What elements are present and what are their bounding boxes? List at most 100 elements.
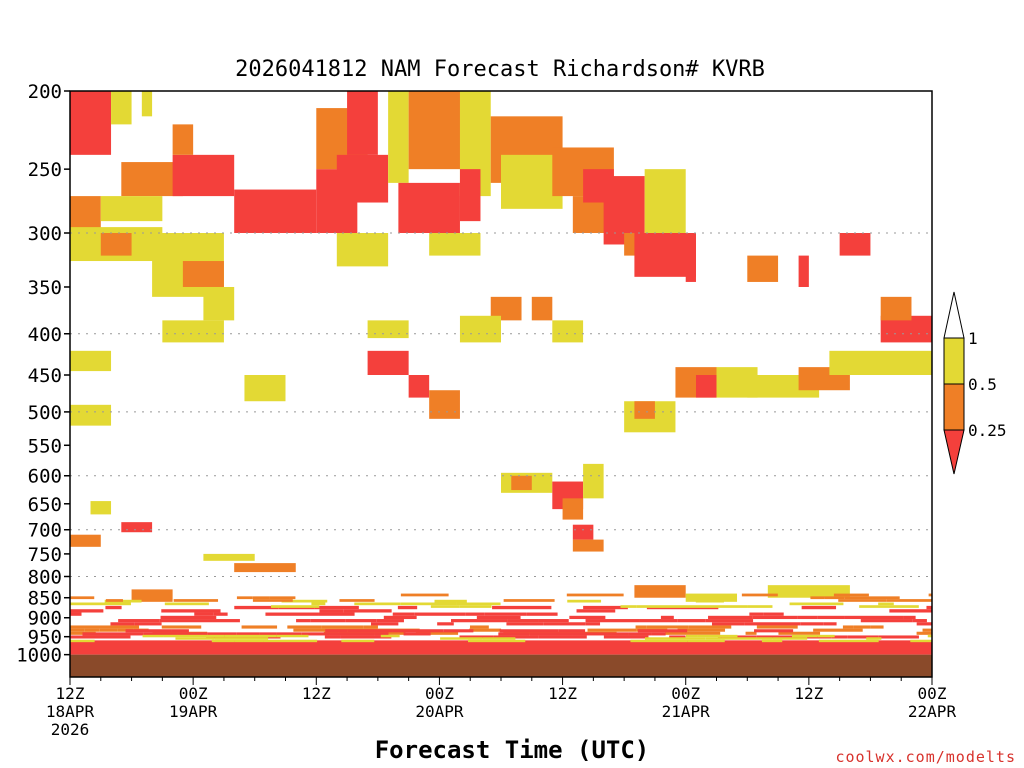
x-tick-label: 12Z (302, 684, 331, 703)
band-streak-3-2 (493, 635, 539, 639)
band-streak-1-1 (310, 619, 346, 623)
band-streak-5-1 (400, 602, 457, 606)
heatmap-patch-9 (100, 232, 132, 256)
band-streak-1-1 (450, 619, 508, 623)
band-streak-1-2 (543, 622, 586, 626)
band-streak-6-0 (400, 593, 449, 597)
heatmap-patch-36 (459, 315, 501, 343)
band-streak-0-2 (392, 612, 415, 616)
y-tick-label: 400 (28, 324, 62, 346)
band-streak-0-2 (749, 612, 764, 616)
heatmap-patch-7 (100, 196, 163, 222)
band-streak-5-1 (311, 602, 326, 606)
heatmap-patch-57 (747, 255, 779, 282)
band-streak-3-0 (392, 629, 444, 633)
band-streak-0-1 (161, 609, 221, 613)
band-streak-6-1 (269, 596, 296, 600)
heatmap-patch-56 (880, 296, 912, 321)
band-streak-5-2 (270, 605, 320, 608)
band-streak-4-1 (214, 637, 269, 640)
y-tick-label: 550 (28, 435, 62, 457)
x-tick-label: 18APR (46, 702, 95, 721)
band-streak-1-2 (916, 622, 932, 626)
band-streak-1-1 (376, 619, 404, 623)
band-streak-6-2 (503, 599, 555, 602)
heatmap-patch-69 (70, 534, 101, 547)
band-streak-1-0 (160, 615, 217, 620)
band-streak-3-0 (325, 629, 348, 633)
band-streak-2-2 (916, 631, 932, 635)
heatmap-patch-11 (182, 261, 224, 287)
y-tick-label: 950 (28, 627, 62, 649)
band-streak-4-0 (380, 634, 400, 638)
legend-label: 1 (968, 329, 978, 348)
band-streak-2-1 (117, 628, 134, 632)
band-streak-2-2 (665, 631, 709, 635)
band-streak-4-2 (211, 639, 235, 643)
heatmap-patch-61 (511, 475, 532, 491)
band-streak-4-0 (927, 634, 932, 638)
band-streak-2-1 (587, 628, 637, 632)
band-streak-0-0 (926, 605, 932, 610)
band-streak-3-2 (324, 635, 341, 639)
band-streak-0-1 (576, 609, 616, 613)
x-tick-label: 00Z (179, 684, 208, 703)
band-streak-2-1 (293, 628, 328, 632)
band-streak-0-2 (484, 612, 527, 616)
heatmap-patch-72 (131, 589, 173, 602)
heatmap-cells (70, 91, 932, 655)
band-streak-5-0 (281, 599, 328, 603)
band-streak-1-2 (711, 622, 745, 626)
x-tick-label: 00Z (425, 684, 454, 703)
band-streak-1-2 (744, 622, 801, 626)
band-streak-0-0 (397, 605, 418, 610)
band-streak-6-0 (928, 593, 932, 597)
band-streak-6-0 (833, 593, 869, 597)
y-tick-label: 1000 (16, 645, 62, 667)
band-streak-5-2 (636, 605, 689, 608)
band-streak-1-2 (437, 622, 454, 626)
heatmap-patch-35 (531, 296, 553, 321)
band-streak-0-0 (492, 605, 552, 610)
band-streak-1-1 (345, 619, 377, 623)
band-streak-5-0 (434, 599, 467, 603)
heatmap-patch-46 (70, 350, 112, 372)
band-streak-0-2 (763, 612, 784, 616)
band-streak-3-0 (125, 629, 172, 633)
heatmap-patch-4 (172, 154, 235, 197)
legend: 1 0.5 0.25 (943, 291, 1007, 475)
band-streak-2-1 (469, 628, 502, 632)
band-streak-6-2 (838, 599, 887, 602)
band-streak-5-2 (620, 605, 637, 608)
heatmap-patch-0 (70, 91, 112, 155)
legend-swatch-top (943, 291, 965, 339)
band-streak-3-1 (403, 632, 431, 636)
band-streak-5-0 (695, 599, 724, 603)
heatmap-patch-45 (70, 404, 112, 426)
band-streak-3-1 (207, 632, 237, 636)
band-streak-1-1 (585, 619, 640, 623)
band-streak-6-0 (566, 593, 624, 597)
band-streak-0-2 (194, 612, 214, 616)
band-streak-3-2 (340, 635, 392, 639)
band-streak-2-0 (104, 625, 140, 629)
band-streak-0-0 (314, 605, 359, 610)
band-streak-1-1 (912, 619, 927, 623)
band-streak-5-0 (104, 599, 142, 603)
heatmap-patch-50 (695, 374, 717, 398)
heatmap-patch-23 (429, 232, 481, 256)
heatmap-patch-58 (798, 255, 809, 287)
legend-swatch-red (943, 429, 965, 475)
band-streak-4-0 (163, 634, 225, 638)
credit-text: coolwx.com/modelts (835, 748, 1016, 766)
band-streak-3-2 (878, 635, 919, 639)
band-streak-3-2 (538, 635, 587, 639)
band-streak-2-2 (745, 631, 757, 635)
band-streak-2-0 (853, 625, 871, 629)
band-streak-4-1 (644, 637, 706, 640)
x-tick-label: 12Z (794, 684, 823, 703)
band-streak-6-1 (844, 596, 900, 600)
band-streak-2-0 (321, 625, 364, 629)
band-streak-2-1 (70, 628, 85, 632)
